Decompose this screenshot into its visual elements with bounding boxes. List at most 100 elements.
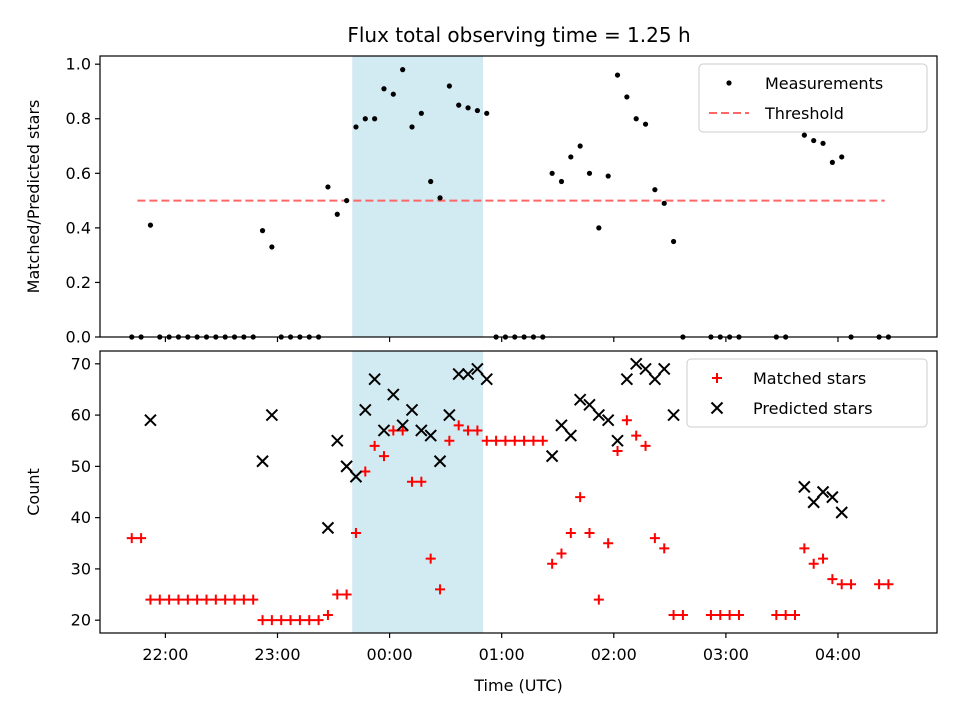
matched-stars-point	[444, 435, 455, 446]
legend-predicted-marker	[710, 401, 724, 415]
measurement-point	[811, 137, 817, 144]
predicted-stars-point	[658, 362, 671, 376]
predicted-stars-point	[443, 408, 456, 422]
measurement-point	[484, 110, 490, 116]
predicted-stars-point	[835, 506, 848, 519]
measurement-point	[568, 154, 574, 160]
y-tick-label: 60	[71, 406, 91, 425]
matched-stars-point	[733, 610, 744, 621]
matched-stars-point	[220, 594, 231, 605]
matched-stars-point	[388, 425, 399, 436]
matched-stars-point	[500, 435, 511, 446]
matched-stars-point	[378, 451, 389, 462]
matched-stars-point	[621, 415, 632, 426]
x-tick-label: 02:00	[591, 645, 637, 664]
measurement-point	[147, 222, 154, 228]
matched-stars-point	[360, 466, 371, 477]
measurement-point	[353, 124, 359, 130]
matched-stars-point	[808, 558, 819, 569]
matched-stars-point	[612, 445, 623, 456]
matched-stars-point	[182, 594, 193, 605]
measurement-point	[614, 72, 621, 78]
top-panel: 0.0 0.2 0.4 0.6 0.8 1.0 Matched/Predicted star…	[24, 55, 938, 347]
measurement-point	[820, 140, 826, 146]
x-axis-title: Time (UTC)	[473, 676, 562, 695]
measurement-point	[362, 116, 368, 122]
measurement-point	[344, 197, 350, 204]
predicted-stars-point	[583, 398, 596, 412]
measurement-point	[372, 116, 378, 122]
measurement-point	[446, 83, 452, 89]
predicted-stars-point	[461, 367, 475, 381]
x-tick-label: 00:00	[367, 645, 413, 664]
predicted-stars-point	[433, 455, 447, 468]
predicted-stars-point	[321, 521, 335, 535]
matched-stars-point	[294, 615, 305, 626]
predicted-stars-point	[359, 403, 372, 417]
matched-stars-point	[341, 589, 352, 600]
y-tick-label: 0.0	[66, 328, 91, 347]
top-y-axis-title: Matched/Predicted stars	[24, 100, 43, 294]
matched-stars-point	[463, 425, 474, 436]
matched-stars-point	[229, 594, 240, 605]
matched-stars-point	[565, 528, 576, 539]
matched-stars-point	[677, 610, 688, 621]
matched-stars-point	[425, 553, 436, 564]
predicted-stars-point	[368, 372, 381, 386]
matched-stars-point	[173, 594, 184, 605]
matched-stars-point	[593, 594, 604, 605]
predicted-stars-point	[639, 362, 652, 376]
matched-stars-point	[304, 615, 315, 626]
figure-title: Flux total observing time = 1.25 h	[347, 23, 690, 47]
predicted-stars-point	[396, 419, 409, 432]
x-tick-label: 22:00	[142, 645, 188, 664]
matched-stars-point	[668, 610, 679, 621]
matched-stars-point	[883, 579, 894, 590]
matched-stars-point	[248, 594, 259, 605]
matched-stars-point	[192, 594, 203, 605]
predicted-stars-point	[573, 393, 587, 406]
predicted-stars-point	[349, 470, 363, 483]
measurement-point	[652, 187, 658, 193]
legend-label: Measurements	[765, 74, 883, 93]
measurement-point	[474, 107, 480, 114]
predicted-stars-point	[480, 372, 493, 386]
x-tick-label: 23:00	[254, 645, 300, 664]
matched-stars-point	[649, 533, 660, 544]
observing-window-shade	[352, 56, 484, 337]
predicted-stars-point	[826, 490, 839, 504]
predicted-stars-point	[667, 408, 680, 422]
matched-stars-point	[584, 528, 595, 539]
matched-stars-point	[659, 543, 670, 554]
measurement-point	[381, 86, 387, 92]
measurement-point	[577, 143, 583, 149]
measurement-point	[400, 67, 406, 73]
measurement-point	[390, 91, 396, 97]
measurement-point	[829, 159, 835, 165]
measurement-point	[624, 94, 630, 100]
matched-stars-point	[416, 476, 427, 487]
y-tick-label: 30	[71, 559, 91, 578]
matched-stars-point	[154, 594, 165, 605]
predicted-stars-point	[340, 460, 353, 473]
matched-stars-point	[332, 589, 343, 600]
measurement-point	[465, 105, 471, 111]
matched-stars-point	[846, 579, 857, 590]
matched-stars-point	[836, 579, 847, 590]
predicted-stars-point	[387, 388, 400, 401]
matched-stars-point	[790, 610, 801, 621]
matched-stars-point	[874, 579, 885, 590]
matched-stars-point	[313, 615, 324, 626]
predicted-stars-point	[471, 362, 484, 376]
predicted-stars-point	[555, 419, 568, 432]
y-tick-label: 0.8	[66, 109, 91, 128]
measurement-point	[409, 124, 415, 130]
matched-stars-point	[201, 594, 212, 605]
matched-stars-point	[210, 594, 221, 605]
matched-stars-point	[780, 610, 791, 621]
matched-stars-point	[435, 584, 446, 595]
matched-stars-point	[407, 476, 418, 487]
legend-matched-marker	[712, 373, 722, 383]
measurement-point	[839, 154, 845, 160]
measurement-point	[642, 121, 649, 127]
